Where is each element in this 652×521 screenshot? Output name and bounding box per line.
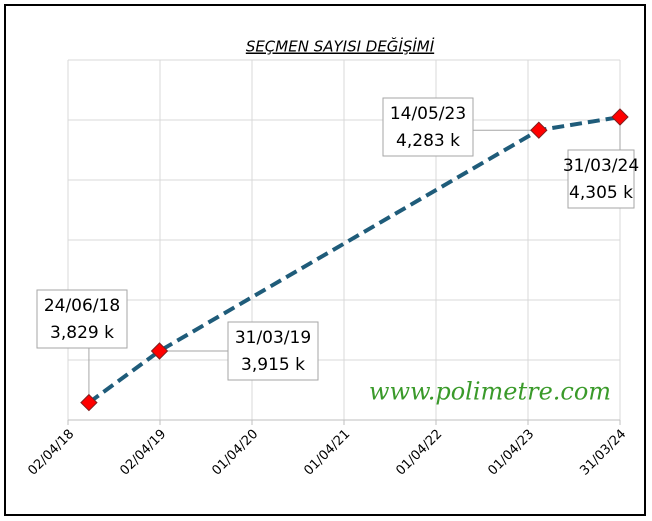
watermark: www.polimetre.com — [369, 378, 611, 406]
series-line — [87, 115, 621, 405]
chart-frame — [4, 4, 646, 516]
data-label-date: 31/03/19 — [235, 328, 311, 348]
data-label-value: 3,915 k — [241, 355, 305, 375]
data-label-value: 3,829 k — [50, 323, 114, 343]
marker — [611, 108, 629, 126]
data-label-box — [382, 97, 474, 157]
marker — [530, 121, 548, 139]
data-label-date: 14/05/23 — [390, 104, 466, 124]
chart-title: SEÇMEN SAYISI DEĞİŞİMİ — [246, 37, 435, 56]
marker — [150, 342, 169, 360]
data-label-box — [36, 289, 128, 349]
data-label-date: 31/03/24 — [563, 156, 639, 176]
data-label-box — [227, 321, 319, 381]
data-label-value: 4,283 k — [396, 131, 460, 151]
marker — [80, 393, 98, 412]
data-label-date: 24/06/18 — [44, 296, 120, 316]
data-label-box — [567, 149, 635, 209]
data-label-value: 4,305 k — [569, 183, 633, 203]
